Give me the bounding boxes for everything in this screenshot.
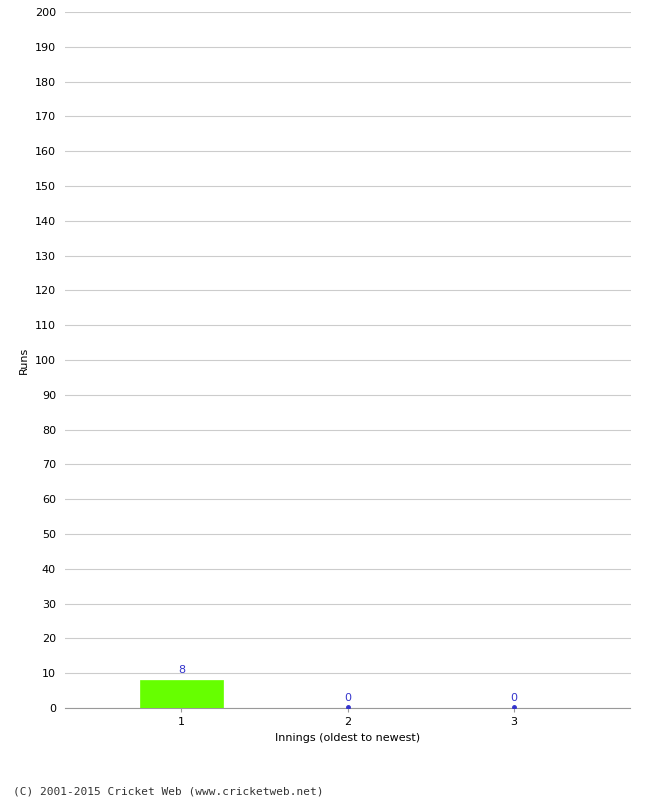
Y-axis label: Runs: Runs: [20, 346, 29, 374]
Text: 0: 0: [510, 693, 517, 702]
Text: (C) 2001-2015 Cricket Web (www.cricketweb.net): (C) 2001-2015 Cricket Web (www.cricketwe…: [13, 786, 324, 796]
Text: 0: 0: [344, 693, 351, 702]
Text: 8: 8: [178, 665, 185, 675]
Bar: [140, 680, 223, 708]
X-axis label: Innings (oldest to newest): Innings (oldest to newest): [275, 733, 421, 742]
